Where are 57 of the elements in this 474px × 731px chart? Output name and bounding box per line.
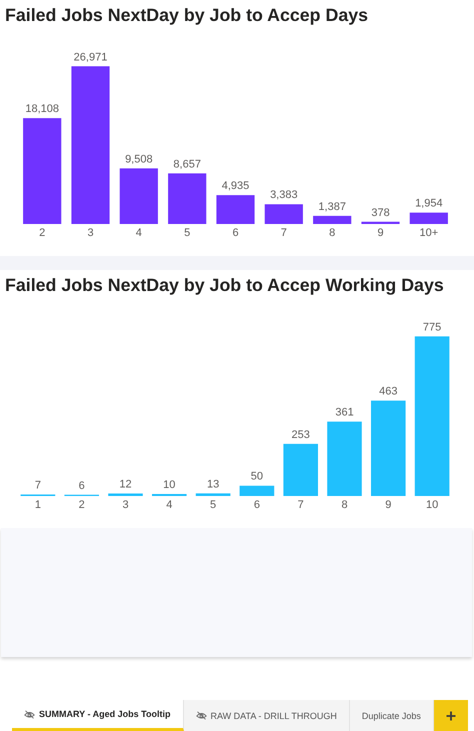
data-label: 361: [335, 406, 354, 419]
data-label: 50: [250, 470, 264, 483]
x-tick-label: 2: [78, 499, 85, 511]
bar: [240, 486, 274, 496]
x-tick-label: 5: [184, 227, 190, 239]
x-tick-label: 5: [210, 499, 216, 511]
x-tick-label: 4: [136, 227, 142, 239]
data-label: 6: [78, 480, 85, 492]
data-label: 253: [292, 428, 310, 441]
chart-title: Failed Jobs NextDay by Job to Accep Days: [5, 5, 368, 26]
bar: [371, 400, 406, 496]
x-tick-label: 8: [341, 499, 348, 511]
bar: [168, 173, 206, 224]
x-tick-label: 8: [329, 227, 336, 239]
data-label: 1,954: [415, 198, 443, 210]
bar: [410, 212, 448, 224]
data-label: 378: [371, 206, 390, 219]
page-tab: Duplicate Jobs: [350, 700, 434, 731]
bar: [216, 195, 255, 224]
page-tab: SUMMARY - Aged Jobs Tooltip: [12, 700, 184, 731]
x-tick-label: 6: [232, 227, 239, 239]
data-label: 26,971: [74, 51, 108, 64]
x-tick-label: 3: [87, 227, 94, 239]
page-tab: RAW DATA - DRILL THROUGH: [184, 700, 350, 731]
bar: [120, 168, 158, 224]
bar: [196, 493, 230, 496]
x-tick-label: 2: [39, 227, 46, 239]
bar: [264, 204, 303, 224]
chart-title: Failed Jobs NextDay by Job to Accep Working Days: [5, 275, 444, 296]
x-tick-label: 9: [385, 499, 392, 511]
data-label: 3,383: [270, 189, 298, 202]
x-tick-label: 7: [280, 227, 287, 239]
x-tick-label: 7: [298, 499, 304, 511]
data-label: 463: [379, 386, 398, 398]
data-label: 7: [34, 480, 41, 492]
x-tick-label: 9: [377, 227, 384, 239]
bar: [414, 336, 450, 496]
data-label: 12: [119, 478, 132, 491]
x-tick-label: 10+: [419, 227, 438, 239]
x-tick-label: 10: [426, 499, 438, 511]
bar: [71, 66, 110, 224]
bar: [23, 118, 62, 224]
data-label: 10: [163, 478, 176, 491]
bar: [283, 444, 318, 496]
data-label: 4,935: [222, 180, 250, 192]
x-tick-label: 1: [34, 499, 41, 511]
bar: [313, 216, 352, 224]
x-tick-label: 6: [254, 499, 260, 511]
data-label: 9,508: [125, 153, 153, 166]
x-tick-label: 3: [122, 499, 129, 511]
bar: [327, 422, 362, 496]
data-label: 18,108: [25, 103, 59, 116]
data-label: 1,387: [318, 200, 346, 213]
data-label: 8,657: [173, 158, 201, 170]
x-tick-label: 4: [166, 499, 172, 511]
data-label: 775: [422, 321, 442, 334]
data-label: 13: [206, 478, 220, 490]
